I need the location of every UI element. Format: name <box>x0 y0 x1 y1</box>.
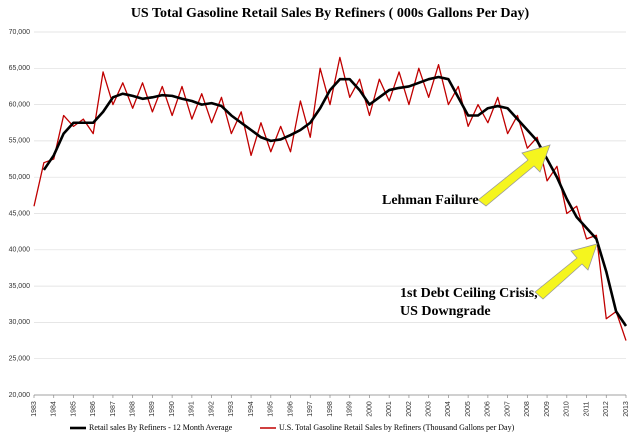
x-tick-label: 2002 <box>406 401 413 417</box>
y-tick-label: 70,000 <box>9 29 31 36</box>
series-line <box>42 75 628 327</box>
x-tick-label: 1991 <box>189 401 196 417</box>
x-tick-label: 2003 <box>426 401 433 417</box>
x-tick-label: 2012 <box>603 401 610 417</box>
y-tick-label: 30,000 <box>9 319 31 326</box>
y-tick-label: 65,000 <box>9 65 31 72</box>
annotation: US Downgrade <box>400 304 491 319</box>
x-tick-label: 1997 <box>307 401 314 417</box>
x-tick-label: 1989 <box>149 401 156 417</box>
x-tick-label: 1984 <box>51 401 58 417</box>
x-tick-label: 1998 <box>327 401 334 417</box>
x-tick-label: 1988 <box>130 401 137 417</box>
x-tick-label: 1986 <box>90 401 97 417</box>
arrow <box>534 243 598 300</box>
x-tick-label: 1999 <box>347 401 354 417</box>
x-tick-label: 2004 <box>445 401 452 417</box>
x-tick-label: 2013 <box>623 401 630 417</box>
legend-label: Retail sales By Refiners - 12 Month Aver… <box>89 423 233 432</box>
x-tick-label: 2009 <box>544 401 551 417</box>
series-line <box>33 56 627 341</box>
annotation: 1st Debt Ceiling Crisis, <box>400 286 538 301</box>
x-tick-label: 1996 <box>287 401 294 417</box>
x-tick-label: 1990 <box>169 401 176 417</box>
x-tick-label: 2010 <box>564 401 571 417</box>
x-tick-label: 2011 <box>583 401 590 416</box>
x-tick-label: 2005 <box>465 401 472 417</box>
y-tick-label: 40,000 <box>9 247 31 254</box>
y-tick-label: 55,000 <box>9 138 31 145</box>
x-tick-label: 1987 <box>110 401 117 417</box>
x-tick-label: 1995 <box>268 401 275 417</box>
x-tick-label: 1994 <box>248 401 255 417</box>
arrow <box>477 144 551 207</box>
x-tick-label: 1985 <box>70 401 77 417</box>
x-tick-label: 2006 <box>485 401 492 417</box>
x-tick-label: 1993 <box>228 401 235 417</box>
x-tick-label: 2000 <box>366 401 373 417</box>
x-tick-label: 2001 <box>386 401 393 417</box>
x-tick-label: 2007 <box>504 401 511 417</box>
y-tick-label: 35,000 <box>9 283 31 290</box>
y-tick-label: 25,000 <box>9 356 31 363</box>
legend-label: U.S. Total Gasoline Retail Sales by Refi… <box>279 423 515 432</box>
y-tick-label: 20,000 <box>9 392 31 399</box>
x-tick-label: 1983 <box>31 401 38 417</box>
x-tick-label: 1992 <box>208 401 215 417</box>
chart-title: US Total Gasoline Retail Sales By Refine… <box>131 6 530 21</box>
x-tick-label: 2008 <box>524 401 531 417</box>
y-tick-label: 60,000 <box>9 101 31 108</box>
y-tick-label: 45,000 <box>9 210 31 217</box>
annotation: Lehman Failure <box>382 193 479 208</box>
y-tick-label: 50,000 <box>9 174 31 181</box>
